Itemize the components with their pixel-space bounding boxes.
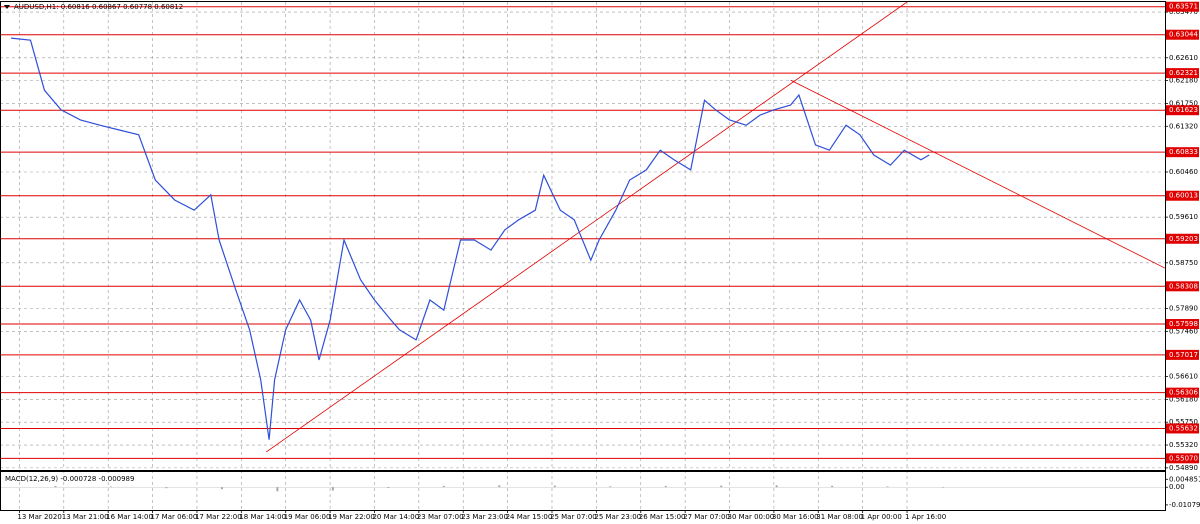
y-tick-label: 0.00 <box>1169 483 1185 491</box>
macd-bar <box>276 487 279 492</box>
y-tick-label: 0.62180 <box>1169 77 1198 85</box>
level-label: 0.56306 <box>1169 389 1198 397</box>
x-tick-label: 31 Mar 08:00 <box>816 513 863 521</box>
x-tick-label: 30 Mar 16:00 <box>772 513 819 521</box>
macd-bar <box>387 487 390 489</box>
macd-bar <box>54 485 57 488</box>
x-tick-label: 27 Mar 07:00 <box>683 513 730 521</box>
macd-bar <box>442 485 445 488</box>
level-label: 0.59203 <box>1169 235 1198 243</box>
macd-bar <box>886 486 889 488</box>
x-tick-label: 23 Mar 07:00 <box>417 513 464 521</box>
level-tag <box>1166 1 1199 12</box>
x-tick-label: 17 Mar 22:00 <box>195 513 242 521</box>
macd-panel-frame <box>0 471 1166 511</box>
level-label: 0.63044 <box>1169 31 1198 39</box>
y-tick-label: 0.61750 <box>1169 99 1198 107</box>
x-tick-label: 24 Mar 15:00 <box>506 513 553 521</box>
trend-line <box>790 79 1165 269</box>
y-tick-label: 0.63470 <box>1169 8 1198 16</box>
x-tick-label: 16 Mar 14:00 <box>106 513 153 521</box>
price-line <box>11 37 930 440</box>
macd-bar <box>775 485 778 488</box>
level-tag <box>1166 190 1199 201</box>
x-tick-label: 19 Mar 22:00 <box>328 513 375 521</box>
y-tick-label: 0.55320 <box>1169 441 1198 449</box>
level-label: 0.62321 <box>1169 69 1198 77</box>
level-tag <box>1166 281 1199 292</box>
grid-layer <box>0 2 1165 510</box>
y-tick-label: 0.56180 <box>1169 395 1198 403</box>
x-tick-label: 30 Mar 00:00 <box>728 513 775 521</box>
level-tag <box>1166 319 1199 330</box>
x-tick-label: 13 Mar 21:00 <box>62 513 109 521</box>
chart-title: AUDUSD,H1: 0.60816 0.60867 0.60778 0.608… <box>14 3 183 11</box>
y-tick-label: 0.60460 <box>1169 168 1198 176</box>
data-layer <box>0 2 1165 459</box>
level-tag <box>1166 387 1199 398</box>
y-tick-label: 0.62610 <box>1169 54 1198 62</box>
level-tag <box>1166 147 1199 158</box>
x-tick-label: 19 Mar 06:00 <box>284 513 331 521</box>
y-tick-label: 0.004851 <box>1169 475 1200 483</box>
level-label: 0.63571 <box>1169 3 1198 11</box>
macd-bar <box>165 487 168 489</box>
level-tag <box>1166 233 1199 244</box>
x-tick-label: 23 Mar 23:00 <box>461 513 508 521</box>
macd-bar <box>109 486 112 488</box>
level-tag <box>1166 423 1199 434</box>
y-tick-label: 0.55750 <box>1169 418 1198 426</box>
y-tick-label: 0.59610 <box>1169 213 1198 221</box>
y-tick-label: 0.56610 <box>1169 373 1198 381</box>
label-layer: 0.63470 0.62610 0.62180 0.61750 0.61320 0.604… <box>17 1 1200 521</box>
level-label: 0.55070 <box>1169 454 1198 462</box>
level-tag <box>1166 453 1199 464</box>
y-tick-label: 0.61320 <box>1169 122 1198 130</box>
macd-bar <box>664 485 667 488</box>
trend-line <box>266 2 908 453</box>
x-tick-label: 1 Apr 16:00 <box>905 513 946 521</box>
level-tag <box>1166 349 1199 360</box>
macd-bar <box>942 487 945 488</box>
x-tick-label: 13 Mar 2020 <box>17 513 61 521</box>
macd-bar <box>609 486 612 488</box>
macd-layer <box>0 485 1165 492</box>
macd-bar <box>720 485 723 488</box>
level-label: 0.60833 <box>1169 148 1198 156</box>
level-tag <box>1166 29 1199 40</box>
x-tick-label: 1 Apr 00:00 <box>861 513 902 521</box>
level-label: 0.60013 <box>1169 192 1198 200</box>
main-panel-frame <box>0 1 1166 471</box>
macd-title: MACD(12,26,9) -0.000728 -0.000989 <box>5 475 134 483</box>
macd-bar <box>498 485 501 488</box>
level-label: 0.55632 <box>1169 424 1198 432</box>
macd-bar <box>220 487 223 490</box>
y-tick-label: 0.57890 <box>1169 305 1198 313</box>
x-tick-label: 18 Mar 14:00 <box>239 513 286 521</box>
y-tick-label: -0.01079 <box>1169 501 1200 509</box>
menu-triangle <box>4 5 10 9</box>
level-label: 0.57598 <box>1169 320 1198 328</box>
level-tag <box>1166 105 1199 116</box>
macd-bar <box>831 485 834 488</box>
x-tick-label: 20 Mar 14:00 <box>372 513 419 521</box>
x-tick-label: 25 Mar 07:00 <box>550 513 597 521</box>
level-label: 0.61623 <box>1169 106 1198 114</box>
y-tick-label: 0.58750 <box>1169 259 1198 267</box>
y-tick-label: 0.54890 <box>1169 464 1198 472</box>
macd-bar <box>553 485 556 488</box>
level-label: 0.57017 <box>1169 351 1198 359</box>
macd-bar <box>331 487 334 491</box>
level-label: 0.58308 <box>1169 282 1198 290</box>
level-tag <box>1166 68 1199 79</box>
x-tick-label: 25 Mar 23:00 <box>594 513 641 521</box>
x-tick-label: 26 Mar 15:00 <box>639 513 686 521</box>
y-tick-label: 0.57460 <box>1169 327 1198 335</box>
x-tick-label: 17 Mar 06:00 <box>151 513 198 521</box>
